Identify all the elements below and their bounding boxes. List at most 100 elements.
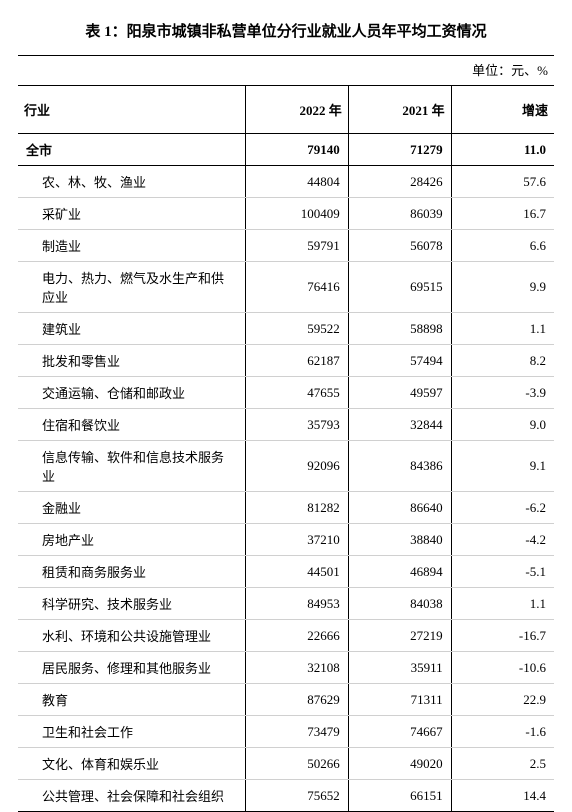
total-label: 全市 xyxy=(18,134,245,166)
table-row: 交通运输、仓储和邮政业4765549597-3.9 xyxy=(18,377,554,409)
industry-cell: 卫生和社会工作 xyxy=(18,716,245,748)
industry-cell: 建筑业 xyxy=(18,313,245,345)
growth-cell: -4.2 xyxy=(451,524,554,556)
industry-cell: 制造业 xyxy=(18,230,245,262)
growth-cell: -3.9 xyxy=(451,377,554,409)
growth-cell: 57.6 xyxy=(451,166,554,198)
growth-cell: 16.7 xyxy=(451,198,554,230)
value-2022-cell: 92096 xyxy=(245,441,348,492)
table-row: 教育876297131122.9 xyxy=(18,684,554,716)
table-row: 公共管理、社会保障和社会组织756526615114.4 xyxy=(18,780,554,812)
total-2022: 79140 xyxy=(245,134,348,166)
value-2022-cell: 100409 xyxy=(245,198,348,230)
industry-cell: 居民服务、修理和其他服务业 xyxy=(18,652,245,684)
total-growth: 11.0 xyxy=(451,134,554,166)
value-2022-cell: 44804 xyxy=(245,166,348,198)
table-row: 房地产业3721038840-4.2 xyxy=(18,524,554,556)
table-row: 建筑业59522588981.1 xyxy=(18,313,554,345)
table-title: 表 1：阳泉市城镇非私营单位分行业就业人员年平均工资情况 xyxy=(18,12,554,55)
growth-cell: 22.9 xyxy=(451,684,554,716)
wage-table: 单位：元、% 行业 2022 年 2021 年 增速 全市 79140 7127… xyxy=(18,55,554,812)
growth-cell: -1.6 xyxy=(451,716,554,748)
table-row: 农、林、牧、渔业448042842657.6 xyxy=(18,166,554,198)
value-2021-cell: 86640 xyxy=(348,492,451,524)
value-2022-cell: 37210 xyxy=(245,524,348,556)
value-2022-cell: 81282 xyxy=(245,492,348,524)
table-row: 居民服务、修理和其他服务业3210835911-10.6 xyxy=(18,652,554,684)
growth-cell: 8.2 xyxy=(451,345,554,377)
value-2021-cell: 27219 xyxy=(348,620,451,652)
col-header-2021: 2021 年 xyxy=(348,86,451,134)
col-header-growth: 增速 xyxy=(451,86,554,134)
table-row: 卫生和社会工作7347974667-1.6 xyxy=(18,716,554,748)
industry-cell: 批发和零售业 xyxy=(18,345,245,377)
growth-cell: -6.2 xyxy=(451,492,554,524)
value-2022-cell: 75652 xyxy=(245,780,348,812)
industry-cell: 农、林、牧、渔业 xyxy=(18,166,245,198)
total-2021: 71279 xyxy=(348,134,451,166)
value-2022-cell: 59522 xyxy=(245,313,348,345)
value-2022-cell: 50266 xyxy=(245,748,348,780)
industry-cell: 房地产业 xyxy=(18,524,245,556)
industry-cell: 交通运输、仓储和邮政业 xyxy=(18,377,245,409)
col-header-industry: 行业 xyxy=(18,86,245,134)
industry-cell: 水利、环境和公共设施管理业 xyxy=(18,620,245,652)
growth-cell: 9.0 xyxy=(451,409,554,441)
table-row: 信息传输、软件和信息技术服务业92096843869.1 xyxy=(18,441,554,492)
industry-cell: 信息传输、软件和信息技术服务业 xyxy=(18,441,245,492)
value-2021-cell: 32844 xyxy=(348,409,451,441)
growth-cell: 14.4 xyxy=(451,780,554,812)
value-2021-cell: 38840 xyxy=(348,524,451,556)
value-2022-cell: 87629 xyxy=(245,684,348,716)
table-row: 制造业59791560786.6 xyxy=(18,230,554,262)
value-2021-cell: 84038 xyxy=(348,588,451,620)
value-2022-cell: 84953 xyxy=(245,588,348,620)
table-row: 电力、热力、燃气及水生产和供应业76416695159.9 xyxy=(18,262,554,313)
table-header-row: 行业 2022 年 2021 年 增速 xyxy=(18,86,554,134)
total-row: 全市 79140 71279 11.0 xyxy=(18,134,554,166)
col-header-2022: 2022 年 xyxy=(245,86,348,134)
table-row: 水利、环境和公共设施管理业2266627219-16.7 xyxy=(18,620,554,652)
table-row: 科学研究、技术服务业84953840381.1 xyxy=(18,588,554,620)
value-2022-cell: 44501 xyxy=(245,556,348,588)
value-2021-cell: 57494 xyxy=(348,345,451,377)
value-2021-cell: 58898 xyxy=(348,313,451,345)
value-2021-cell: 69515 xyxy=(348,262,451,313)
growth-cell: -10.6 xyxy=(451,652,554,684)
value-2022-cell: 73479 xyxy=(245,716,348,748)
industry-cell: 住宿和餐饮业 xyxy=(18,409,245,441)
value-2021-cell: 49020 xyxy=(348,748,451,780)
table-row: 租赁和商务服务业4450146894-5.1 xyxy=(18,556,554,588)
growth-cell: 9.9 xyxy=(451,262,554,313)
table-row: 采矿业1004098603916.7 xyxy=(18,198,554,230)
value-2022-cell: 32108 xyxy=(245,652,348,684)
value-2022-cell: 35793 xyxy=(245,409,348,441)
value-2021-cell: 86039 xyxy=(348,198,451,230)
growth-cell: 1.1 xyxy=(451,588,554,620)
growth-cell: 2.5 xyxy=(451,748,554,780)
growth-cell: 1.1 xyxy=(451,313,554,345)
table-row: 文化、体育和娱乐业50266490202.5 xyxy=(18,748,554,780)
value-2021-cell: 56078 xyxy=(348,230,451,262)
value-2021-cell: 84386 xyxy=(348,441,451,492)
table-row: 金融业8128286640-6.2 xyxy=(18,492,554,524)
industry-cell: 电力、热力、燃气及水生产和供应业 xyxy=(18,262,245,313)
industry-cell: 公共管理、社会保障和社会组织 xyxy=(18,780,245,812)
growth-cell: -16.7 xyxy=(451,620,554,652)
table-row: 住宿和餐饮业35793328449.0 xyxy=(18,409,554,441)
value-2021-cell: 74667 xyxy=(348,716,451,748)
value-2021-cell: 66151 xyxy=(348,780,451,812)
industry-cell: 采矿业 xyxy=(18,198,245,230)
value-2021-cell: 49597 xyxy=(348,377,451,409)
value-2022-cell: 22666 xyxy=(245,620,348,652)
value-2022-cell: 59791 xyxy=(245,230,348,262)
value-2022-cell: 76416 xyxy=(245,262,348,313)
value-2021-cell: 46894 xyxy=(348,556,451,588)
growth-cell: 6.6 xyxy=(451,230,554,262)
growth-cell: -5.1 xyxy=(451,556,554,588)
value-2022-cell: 47655 xyxy=(245,377,348,409)
value-2021-cell: 71311 xyxy=(348,684,451,716)
unit-label: 单位：元、% xyxy=(18,56,554,85)
table-row: 批发和零售业62187574948.2 xyxy=(18,345,554,377)
value-2021-cell: 28426 xyxy=(348,166,451,198)
